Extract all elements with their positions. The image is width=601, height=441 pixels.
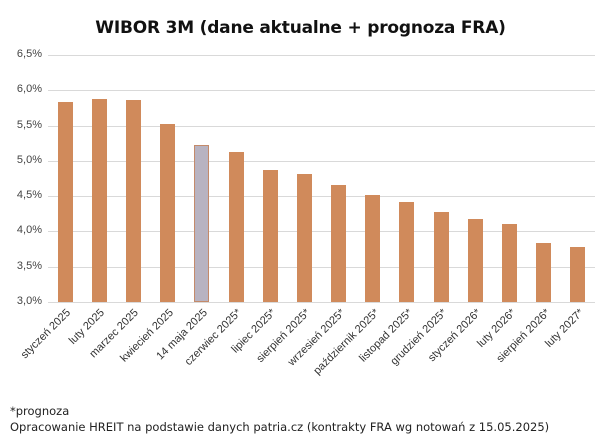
y-tick-label: 3,5% xyxy=(16,260,42,272)
y-tick-label: 4,5% xyxy=(16,189,42,201)
gridline xyxy=(48,267,595,268)
bar xyxy=(297,174,312,302)
bar xyxy=(229,152,244,302)
gridline xyxy=(48,126,595,127)
y-tick-label: 5,0% xyxy=(16,154,42,166)
bar xyxy=(434,212,449,302)
y-tick-label: 3,0% xyxy=(16,295,42,307)
bar xyxy=(468,219,483,302)
gridline xyxy=(48,55,595,56)
bar xyxy=(263,170,278,302)
chart-title: WIBOR 3M (dane aktualne + prognoza FRA) xyxy=(95,18,506,38)
gridline xyxy=(48,196,595,197)
bar xyxy=(160,124,175,302)
bar xyxy=(331,185,346,302)
bar xyxy=(502,224,517,302)
x-tick-label: styczeń 2025 xyxy=(18,306,74,362)
footnote-forecast: *prognoza xyxy=(10,404,70,418)
gridline xyxy=(48,231,595,232)
bar xyxy=(194,145,209,302)
bar xyxy=(365,195,380,302)
bar xyxy=(126,100,141,302)
y-tick-label: 6,0% xyxy=(16,83,42,95)
footnote-source: Opracowanie HREIT na podstawie danych pa… xyxy=(10,420,550,434)
y-tick-label: 5,5% xyxy=(16,119,42,131)
bar xyxy=(536,243,551,302)
y-tick-label: 4,0% xyxy=(16,224,42,236)
bar xyxy=(570,247,585,302)
bar xyxy=(58,102,73,302)
bar xyxy=(399,202,414,302)
bar xyxy=(92,99,107,302)
y-tick-label: 6,5% xyxy=(16,48,42,60)
gridline xyxy=(48,302,595,303)
gridline xyxy=(48,90,595,91)
gridline xyxy=(48,161,595,162)
